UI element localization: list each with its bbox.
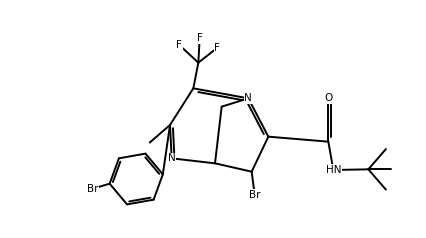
Text: Br: Br <box>87 184 98 194</box>
Text: N: N <box>167 153 175 163</box>
Text: F: F <box>214 43 220 53</box>
Text: Br: Br <box>248 190 260 200</box>
Text: F: F <box>176 40 182 50</box>
Text: N: N <box>244 93 252 103</box>
Text: F: F <box>196 33 202 43</box>
Text: HN: HN <box>325 165 340 175</box>
Text: O: O <box>323 93 332 103</box>
